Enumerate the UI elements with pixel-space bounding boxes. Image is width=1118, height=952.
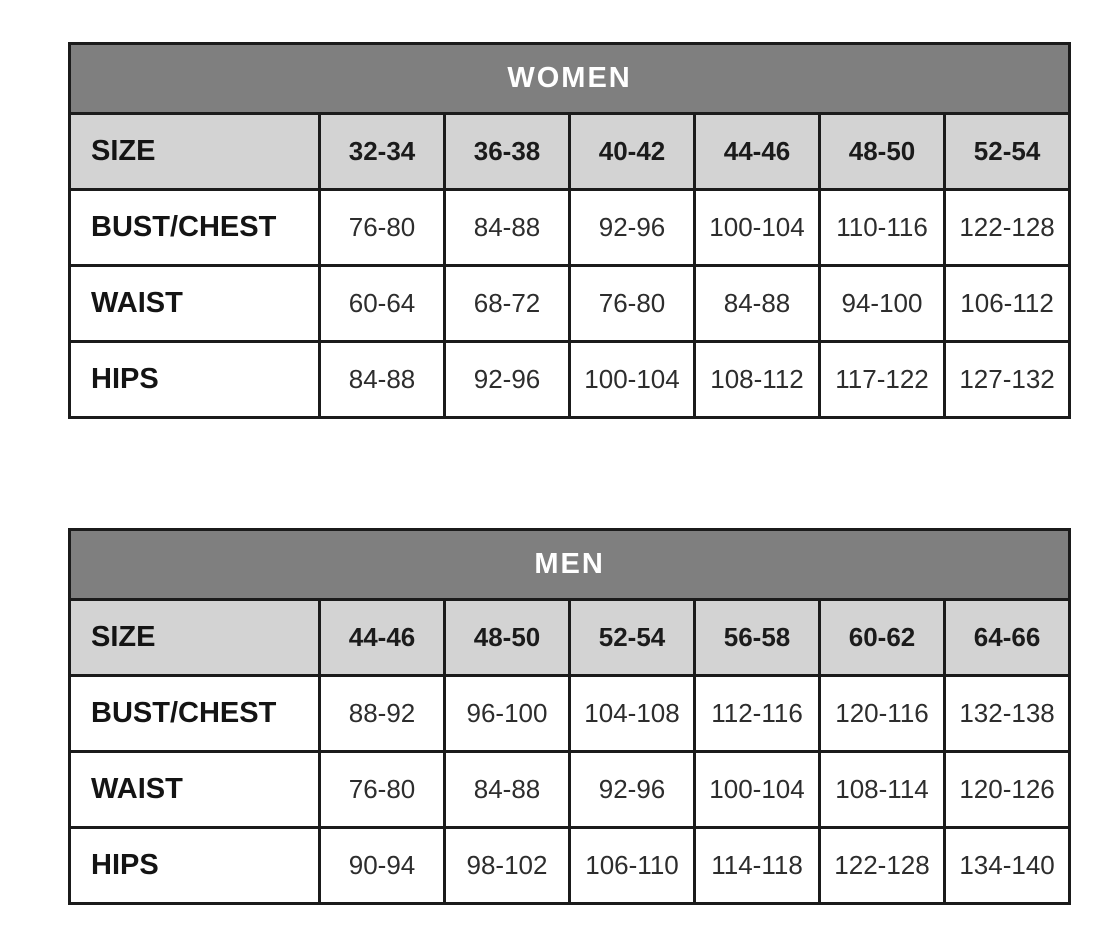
measurement-value-cell: 120-126 [942,750,1072,829]
size-column-header: 44-46 [318,598,446,677]
table-row: SIZE 32-34 36-38 40-42 44-46 48-50 52-54 [68,112,1072,191]
measurement-value-cell: 108-112 [693,340,821,419]
measurement-value-cell: 106-110 [568,826,696,905]
measurement-value-cell: 132-138 [942,674,1072,753]
measurement-value-cell: 104-108 [568,674,696,753]
table-row: BUST/CHEST 76-80 84-88 92-96 100-104 110… [68,188,1072,267]
measurement-value-cell: 127-132 [942,340,1072,419]
size-header-label: SIZE [68,112,321,191]
measurement-value-cell: 92-96 [568,188,696,267]
size-header-label: SIZE [68,598,321,677]
measurement-value-cell: 122-128 [942,188,1072,267]
size-column-header: 52-54 [942,112,1072,191]
table-row: WAIST 76-80 84-88 92-96 100-104 108-114 … [68,750,1072,829]
women-size-chart-table: WOMEN SIZE 32-34 36-38 40-42 44-46 48-50… [67,42,1072,419]
measurement-value-cell: 114-118 [693,826,821,905]
measurement-value-cell: 134-140 [942,826,1072,905]
table-row: SIZE 44-46 48-50 52-54 56-58 60-62 64-66 [68,598,1072,677]
size-column-header: 44-46 [693,112,821,191]
size-column-header: 32-34 [318,112,446,191]
measurement-value-cell: 100-104 [568,340,696,419]
measurement-value-cell: 84-88 [443,750,571,829]
measurement-value-cell: 106-112 [942,264,1072,343]
size-column-header: 56-58 [693,598,821,677]
size-column-header: 36-38 [443,112,571,191]
measurement-value-cell: 122-128 [818,826,946,905]
measurement-row-label: WAIST [68,750,321,829]
measurement-value-cell: 120-116 [818,674,946,753]
table-row: MEN [67,528,1072,601]
measurement-row-label: HIPS [68,340,321,419]
measurement-row-label: BUST/CHEST [68,188,321,267]
size-column-header: 64-66 [942,598,1072,677]
table-row: WAIST 60-64 68-72 76-80 84-88 94-100 106… [68,264,1072,343]
measurement-value-cell: 98-102 [443,826,571,905]
measurement-value-cell: 60-64 [318,264,446,343]
measurement-value-cell: 90-94 [318,826,446,905]
measurement-value-cell: 94-100 [818,264,946,343]
measurement-row-label: BUST/CHEST [68,674,321,753]
size-column-header: 48-50 [818,112,946,191]
measurement-value-cell: 112-116 [693,674,821,753]
measurement-value-cell: 84-88 [318,340,446,419]
measurement-value-cell: 76-80 [318,750,446,829]
measurement-row-label: HIPS [68,826,321,905]
measurement-value-cell: 108-114 [818,750,946,829]
size-column-header: 48-50 [443,598,571,677]
measurement-value-cell: 92-96 [568,750,696,829]
table-row: BUST/CHEST 88-92 96-100 104-108 112-116 … [68,674,1072,753]
measurement-value-cell: 92-96 [443,340,571,419]
table-row: WOMEN [67,42,1072,115]
measurement-value-cell: 76-80 [318,188,446,267]
table-row: HIPS 84-88 92-96 100-104 108-112 117-122… [68,340,1072,419]
men-size-chart-table: MEN SIZE 44-46 48-50 52-54 56-58 60-62 6… [67,528,1072,905]
men-table-title: MEN [67,528,1072,601]
measurement-value-cell: 100-104 [693,188,821,267]
measurement-value-cell: 110-116 [818,188,946,267]
size-column-header: 40-42 [568,112,696,191]
measurement-value-cell: 76-80 [568,264,696,343]
measurement-value-cell: 68-72 [443,264,571,343]
measurement-row-label: WAIST [68,264,321,343]
measurement-value-cell: 117-122 [818,340,946,419]
measurement-value-cell: 84-88 [443,188,571,267]
measurement-value-cell: 88-92 [318,674,446,753]
measurement-value-cell: 84-88 [693,264,821,343]
women-table-title: WOMEN [67,42,1072,115]
size-column-header: 52-54 [568,598,696,677]
table-row: HIPS 90-94 98-102 106-110 114-118 122-12… [68,826,1072,905]
measurement-value-cell: 96-100 [443,674,571,753]
size-column-header: 60-62 [818,598,946,677]
measurement-value-cell: 100-104 [693,750,821,829]
